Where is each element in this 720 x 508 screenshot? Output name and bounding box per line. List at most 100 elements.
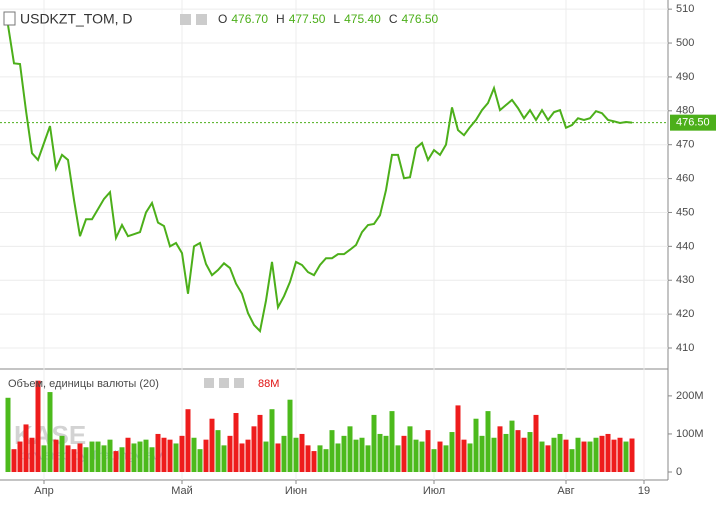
- ohlc-value: 475.40: [344, 12, 381, 26]
- collapse-icon[interactable]: [3, 11, 16, 26]
- volume-bar: [77, 443, 83, 473]
- volume-bar: [617, 437, 623, 473]
- volume-bar: [215, 430, 221, 473]
- volume-bar: [515, 430, 521, 473]
- eye-icon[interactable]: [204, 378, 214, 388]
- volume-bar: [551, 437, 557, 473]
- volume-bar: [263, 441, 269, 473]
- volume-bar: [143, 439, 149, 473]
- volume-bar: [65, 445, 71, 473]
- volume-bar: [521, 437, 527, 473]
- volume-bars: [5, 380, 635, 473]
- volume-bar: [281, 435, 287, 473]
- volume-bar: [125, 437, 131, 473]
- volume-bar: [383, 435, 389, 473]
- volume-bar: [305, 445, 311, 473]
- volume-bar: [545, 445, 551, 473]
- volume-bar: [377, 433, 383, 473]
- volume-bar: [329, 430, 335, 473]
- volume-bar: [533, 414, 539, 473]
- volume-bar: [599, 435, 605, 473]
- volume-bar: [107, 439, 113, 473]
- volume-bar: [35, 380, 41, 473]
- volume-bar: [623, 441, 629, 473]
- ohlc-key: L: [333, 12, 340, 26]
- eye-icon[interactable]: [180, 14, 191, 25]
- volume-bar: [17, 441, 23, 473]
- volume-bar: [137, 441, 143, 473]
- volume-bar: [323, 449, 329, 473]
- y2-tick-label: 0: [676, 466, 682, 478]
- volume-bar: [413, 439, 419, 473]
- volume-bar: [245, 439, 251, 473]
- volume-bar: [317, 445, 323, 473]
- volume-bar: [407, 426, 413, 473]
- settings-icon[interactable]: [196, 14, 207, 25]
- x-tick-label: Июн: [285, 485, 307, 497]
- volume-title: Объем, единицы валюты (20): [8, 378, 159, 390]
- y-tick-label: 420: [676, 308, 694, 320]
- volume-bar: [491, 437, 497, 473]
- volume-bar: [5, 397, 11, 473]
- volume-bar: [89, 441, 95, 473]
- volume-bar: [239, 443, 245, 473]
- ohlc-value: 476.50: [401, 12, 438, 26]
- volume-bar: [275, 443, 281, 473]
- volume-bar: [83, 447, 89, 473]
- volume-bar: [191, 437, 197, 473]
- volume-bar: [473, 418, 479, 473]
- volume-bar: [497, 426, 503, 473]
- x-tick-label: Авг: [557, 485, 574, 497]
- ohlc-key: C: [389, 12, 398, 26]
- volume-bar: [101, 445, 107, 473]
- x-tick-label: Май: [171, 485, 193, 497]
- chart-title: USDKZT_TOM, D: [20, 11, 133, 27]
- volume-bar: [197, 449, 203, 473]
- y2-tick-label: 200M: [676, 390, 704, 402]
- volume-bar: [155, 433, 161, 473]
- volume-bar: [149, 447, 155, 473]
- y-tick-label: 410: [676, 342, 694, 354]
- volume-bar: [287, 399, 293, 473]
- volume-bar: [371, 414, 377, 473]
- settings-icon[interactable]: [219, 378, 229, 388]
- volume-last: 88M: [258, 378, 279, 390]
- ohlc-key: H: [276, 12, 285, 26]
- volume-bar: [347, 426, 353, 473]
- volume-bar: [587, 441, 593, 473]
- volume-bar: [563, 439, 569, 473]
- close-icon[interactable]: [234, 378, 244, 388]
- volume-bar: [11, 449, 17, 473]
- grid: [0, 0, 668, 480]
- volume-bar: [227, 435, 233, 473]
- ohlc-value: 476.70: [231, 12, 268, 26]
- y-tick-label: 470: [676, 139, 694, 151]
- volume-bar: [113, 451, 119, 473]
- volume-bar: [425, 430, 431, 473]
- volume-bar: [185, 409, 191, 473]
- y-tick-label: 440: [676, 240, 694, 252]
- volume-bar: [443, 445, 449, 473]
- last-price-label: 476.50: [676, 117, 710, 129]
- ohlc-value: 477.50: [289, 12, 326, 26]
- volume-bar: [503, 433, 509, 473]
- volume-bar: [455, 405, 461, 473]
- volume-bar: [365, 445, 371, 473]
- volume-bar: [161, 437, 167, 473]
- volume-bar: [527, 432, 533, 473]
- volume-bar: [131, 443, 137, 473]
- volume-bar: [467, 443, 473, 473]
- price-plot: [0, 24, 668, 334]
- volume-bar: [209, 418, 215, 473]
- volume-bar: [71, 449, 77, 473]
- volume-bar: [251, 426, 257, 473]
- volume-bar: [257, 414, 263, 473]
- volume-bar: [401, 435, 407, 473]
- volume-bar: [419, 441, 425, 473]
- volume-bar: [29, 437, 35, 473]
- x-tick-label: Июл: [423, 485, 445, 497]
- y-tick-label: 490: [676, 71, 694, 83]
- volume-bar: [581, 441, 587, 473]
- volume-bar: [569, 449, 575, 473]
- volume-bar: [461, 439, 467, 473]
